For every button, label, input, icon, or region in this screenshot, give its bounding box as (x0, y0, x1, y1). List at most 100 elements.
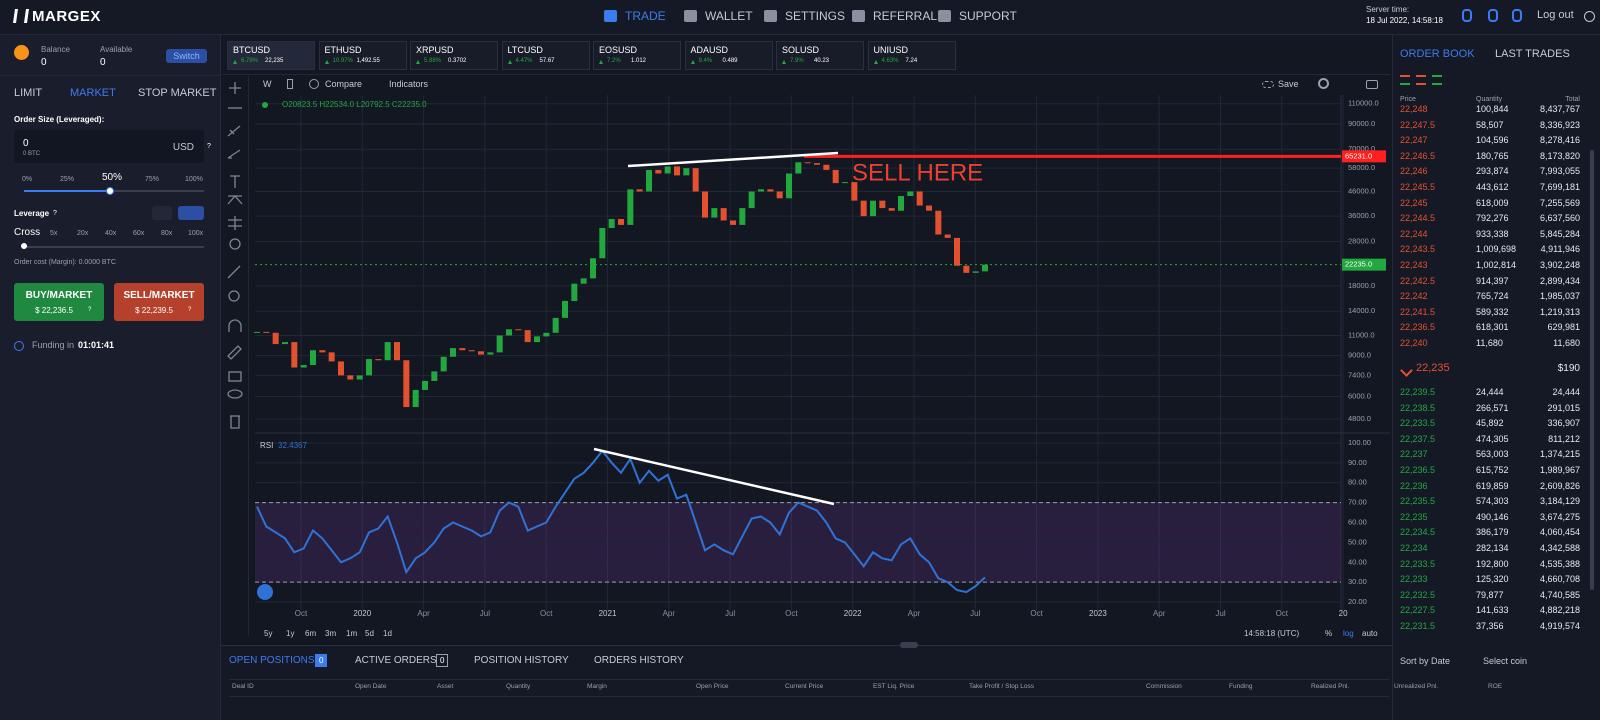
table-column: Funding (1229, 683, 1253, 690)
candle (916, 191, 923, 206)
rsi-tick-label: 70.00 (1348, 498, 1367, 507)
save-icon[interactable] (1262, 81, 1274, 88)
table-header-bg (229, 679, 1389, 697)
ticker-tab[interactable]: XRPUSD 5.88% 0.3702 (410, 41, 498, 70)
leverage-mark[interactable]: 80x (161, 230, 173, 237)
asks-cell: 589,332 (1476, 306, 1509, 317)
leverage-mark[interactable]: 40x (105, 230, 117, 237)
candle (263, 331, 270, 333)
nav-item[interactable]: WALLET (705, 9, 753, 23)
scale-option[interactable]: log (1343, 629, 1354, 638)
scale-option[interactable]: % (1325, 629, 1333, 638)
snapshot-icon[interactable] (1366, 80, 1378, 89)
compare-icon[interactable] (309, 79, 319, 89)
percent-mark[interactable]: 50% (102, 172, 123, 183)
candle (272, 332, 279, 345)
settings-icon[interactable] (1318, 78, 1329, 89)
ticker-price: 40.23 (814, 58, 830, 64)
percent-mark[interactable]: 0% (22, 176, 33, 183)
rsi-tick-label: 60.00 (1348, 517, 1367, 526)
ticker-tab[interactable]: LTCUSD 4.47% 57.67 (501, 41, 590, 70)
rsi-tick-label: 100.00 (1348, 438, 1371, 447)
ticker-symbol: SOLUSD (782, 45, 820, 55)
book-view-icon[interactable] (1416, 75, 1426, 85)
candle (534, 336, 540, 343)
leverage-mark[interactable]: 100x (188, 230, 204, 237)
nav-icon[interactable] (1512, 9, 1522, 22)
nav-item[interactable]: REFERRAL (873, 9, 938, 23)
percent-mark[interactable]: 75% (145, 176, 160, 183)
positions-tab[interactable]: ORDERS HISTORY (594, 655, 684, 666)
book-view-icon[interactable] (1432, 75, 1442, 85)
coin-select[interactable]: Select coin (1483, 656, 1528, 666)
leverage-mark[interactable]: 60x (133, 230, 145, 237)
nav-item[interactable]: SETTINGS (785, 9, 846, 23)
percent-mark[interactable]: 25% (60, 176, 75, 183)
nav-icon[interactable] (1488, 9, 1498, 22)
ticker-tab[interactable]: UNIUSD 4.63% 7.24 (867, 41, 956, 70)
ticker-tab[interactable]: EOSUSD 7.2% 1.012 (593, 41, 681, 70)
asks-cell: 180,765 (1476, 150, 1509, 161)
book-tab[interactable]: ORDER BOOK (1400, 48, 1475, 60)
range-button[interactable]: 6m (305, 629, 317, 638)
candle (655, 169, 662, 174)
indicators[interactable]: Indicators (389, 79, 429, 89)
leverage-mark[interactable]: 5x (50, 230, 58, 237)
last-price-box (1342, 258, 1386, 271)
order-tab[interactable]: MARKET (70, 87, 116, 99)
auto-button[interactable] (178, 206, 204, 220)
bids-cell: 490,146 (1476, 511, 1509, 522)
range-button[interactable]: 1d (383, 629, 392, 638)
book-tab[interactable]: LAST TRADES (1495, 48, 1570, 60)
candle-type-icon[interactable] (287, 79, 293, 89)
nav-item[interactable]: TRADE (625, 9, 666, 23)
range-button[interactable]: 3m (325, 629, 337, 638)
buy-button[interactable]: BUY/MARKET $ 22,236.5? (14, 283, 104, 321)
ticker-symbol: LTCUSD (507, 45, 543, 55)
candle (702, 191, 708, 218)
candle (254, 331, 260, 333)
scale-option[interactable]: auto (1362, 629, 1378, 638)
order-tab[interactable]: LIMIT (14, 87, 43, 99)
range-button[interactable]: 5d (365, 629, 374, 638)
candle (599, 228, 606, 259)
top-nav (0, 0, 1600, 35)
resize-handle[interactable] (900, 642, 918, 648)
positions-tab[interactable]: ACTIVE ORDERS (355, 655, 437, 666)
ticker-tab[interactable]: ETHUSD 10.97% 1,492.55 (318, 41, 407, 70)
bids-cell: 79,877 (1476, 589, 1504, 600)
sort-select[interactable]: Sort by Date (1400, 656, 1451, 666)
ticker-tab[interactable]: ADAUSD 9.4% 0.489 (684, 41, 773, 70)
ticker-tab[interactable]: BTCUSD 6.78% 22,235 (227, 41, 315, 70)
order-tab[interactable]: STOP MARKET (138, 87, 217, 99)
nav-item[interactable]: SUPPORT (959, 9, 1017, 23)
sell-button[interactable]: SELL/MARKET $ 22,239.5? (114, 283, 204, 321)
book-view-icon[interactable] (1400, 75, 1410, 85)
asks-cell: 629,981 (1547, 322, 1580, 333)
switch-button[interactable]: Switch (166, 49, 207, 63)
percent-mark[interactable]: 100% (185, 176, 203, 183)
range-button[interactable]: 5y (264, 629, 273, 638)
edit-button[interactable] (152, 206, 172, 220)
compare[interactable]: Compare (325, 79, 363, 89)
asks-cell: 22,240 (1400, 338, 1428, 348)
positions-tab[interactable]: OPEN POSITIONS (229, 655, 315, 666)
logout[interactable]: Log out (1537, 9, 1574, 21)
save[interactable]: Save (1278, 79, 1299, 89)
interval[interactable]: W (263, 79, 272, 89)
margin-mode: Cross (14, 227, 41, 238)
bids-cell: 336,907 (1547, 418, 1580, 429)
asks-cell: 5,845,284 (1539, 228, 1580, 239)
range-button[interactable]: 1m (346, 629, 358, 638)
leverage-mark[interactable]: 20x (77, 230, 89, 237)
ticker-tab[interactable]: SOLUSD 7.9% 40.23 (776, 41, 864, 70)
leverage-knob[interactable] (21, 243, 27, 249)
slider-knob[interactable] (106, 187, 114, 195)
size-input[interactable]: 0 0 BTC USD (14, 130, 204, 163)
range-button[interactable]: 1y (286, 629, 295, 638)
asks-cell: 104,596 (1476, 135, 1509, 146)
positions-tab[interactable]: POSITION HISTORY (474, 655, 569, 666)
x-tick-label: Oct (540, 609, 553, 618)
asks-cell: 22,241.5 (1400, 306, 1436, 317)
nav-icon[interactable] (1462, 9, 1472, 22)
